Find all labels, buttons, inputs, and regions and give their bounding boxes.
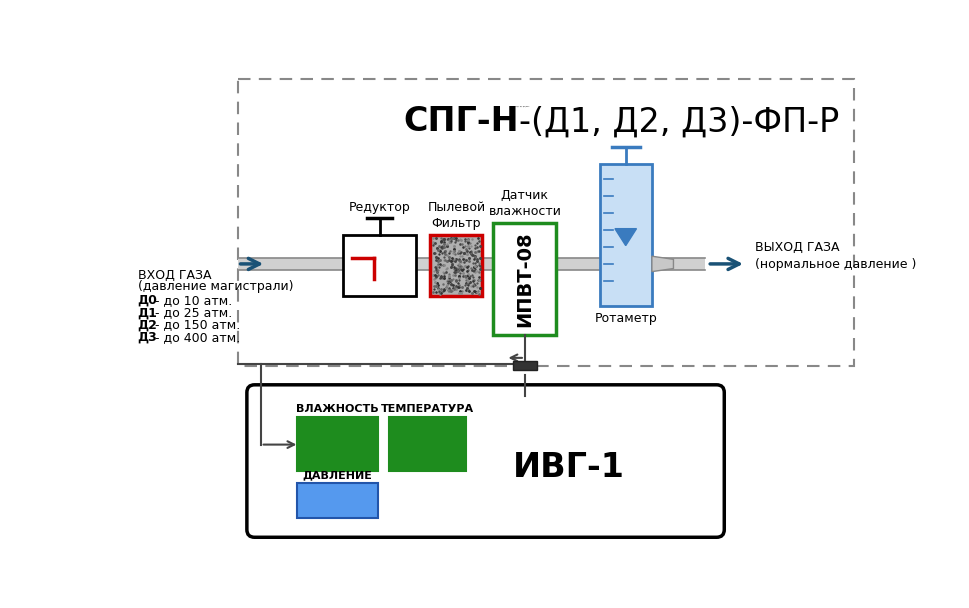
Text: ИВГ-1: ИВГ-1 bbox=[513, 451, 624, 485]
Text: СПГ-Н-(Д1, Д2, Д3)-ФП-Р: СПГ-Н-(Д1, Д2, Д3)-ФП-Р bbox=[512, 105, 529, 107]
Text: Д2: Д2 bbox=[138, 319, 157, 331]
Text: СПГ-Н: СПГ-Н bbox=[403, 105, 519, 138]
Bar bbox=[343, 235, 416, 296]
Text: Пылевой
Фильтр: Пылевой Фильтр bbox=[426, 201, 484, 230]
Text: - до 25 атм.: - до 25 атм. bbox=[151, 306, 233, 319]
Bar bbox=[599, 164, 651, 306]
Text: Д1: Д1 bbox=[138, 306, 157, 319]
Bar bbox=[389, 417, 466, 471]
Bar bbox=[493, 223, 556, 335]
Text: ТЕМПЕРАТУРА: ТЕМПЕРАТУРА bbox=[381, 404, 474, 414]
Text: - до 400 атм.: - до 400 атм. bbox=[151, 331, 240, 344]
Text: -(Д1, Д2, Д3)-ФП-Р: -(Д1, Д2, Д3)-ФП-Р bbox=[519, 105, 839, 138]
Text: ВЫХОД ГАЗА
(нормальное давление ): ВЫХОД ГАЗА (нормальное давление ) bbox=[754, 241, 916, 271]
Text: ВЛАЖНОСТЬ: ВЛАЖНОСТЬ bbox=[296, 404, 378, 414]
Bar bbox=[512, 361, 537, 370]
Polygon shape bbox=[614, 229, 636, 246]
Bar bbox=[429, 235, 482, 296]
Text: Редуктор: Редуктор bbox=[349, 201, 410, 214]
Text: Датчик
влажности: Датчик влажности bbox=[488, 189, 561, 218]
Bar bbox=[297, 483, 377, 518]
FancyBboxPatch shape bbox=[247, 385, 724, 537]
Text: - до 10 атм.: - до 10 атм. bbox=[151, 294, 233, 307]
Text: ДАВЛЕНИЕ: ДАВЛЕНИЕ bbox=[302, 471, 372, 480]
Text: - до 150 атм.: - до 150 атм. bbox=[151, 319, 240, 331]
Polygon shape bbox=[651, 256, 672, 272]
Text: ИПВТ-08: ИПВТ-08 bbox=[515, 231, 534, 326]
Text: (давление магистрали): (давление магистрали) bbox=[138, 280, 293, 293]
Bar bbox=[297, 417, 377, 471]
Text: ВХОД ГАЗА: ВХОД ГАЗА bbox=[138, 269, 211, 282]
Text: Д0: Д0 bbox=[138, 294, 157, 307]
Text: Д3: Д3 bbox=[138, 331, 157, 344]
Bar bbox=[237, 79, 853, 365]
Bar bbox=[237, 258, 704, 270]
Text: Ротаметр: Ротаметр bbox=[594, 313, 656, 325]
